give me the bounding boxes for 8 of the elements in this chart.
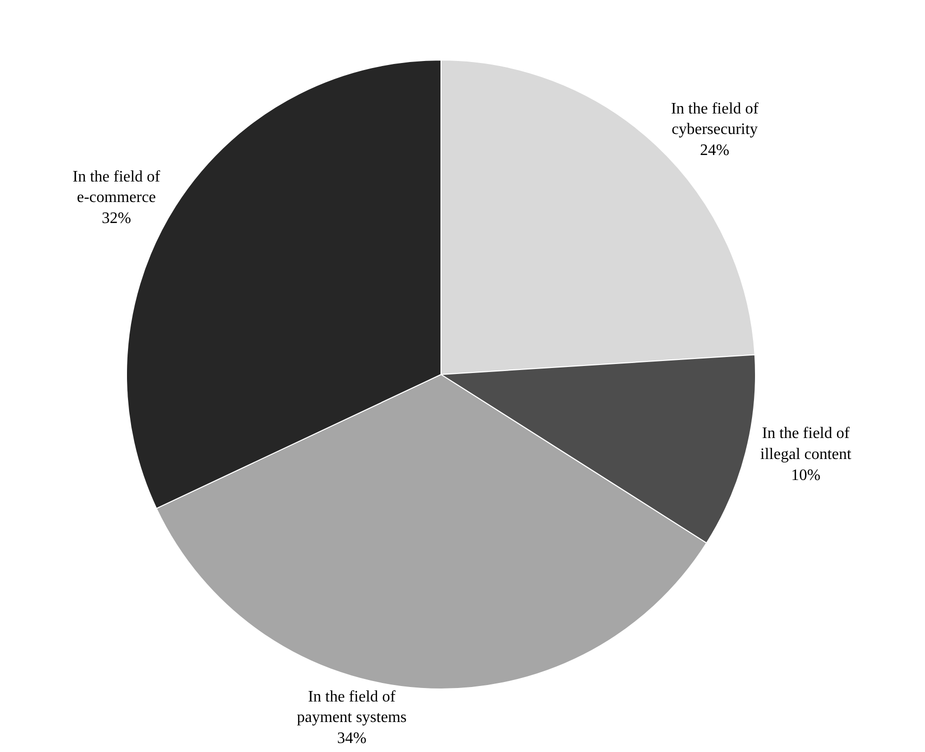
slice-label: In the field of e-commerce — [72, 168, 161, 206]
slice-label: In the field of cybersecurity — [670, 100, 760, 138]
data-label: 32% — [102, 210, 132, 227]
slice-label: In the field of payment systems — [296, 688, 407, 726]
data-label: 34% — [337, 730, 366, 747]
slice-label: In the field of illegal content — [760, 425, 852, 464]
data-label: 10% — [791, 466, 820, 484]
data-label: 24% — [700, 142, 730, 159]
